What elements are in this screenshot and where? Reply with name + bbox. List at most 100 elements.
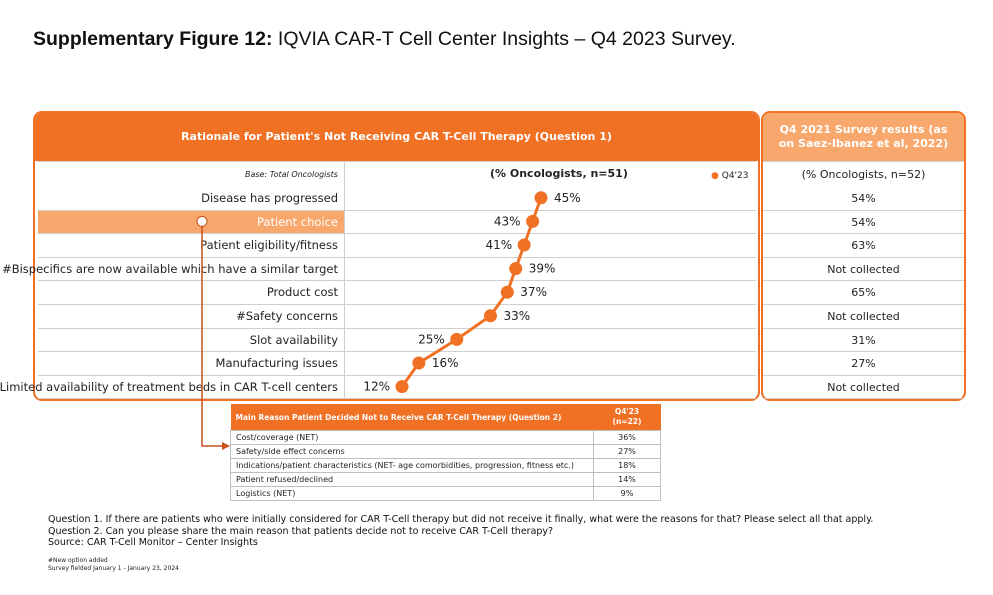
arrowhead-icon xyxy=(222,442,230,450)
data-point xyxy=(526,214,540,228)
row-divider xyxy=(38,374,756,376)
main-panel-header: Rationale for Patient's Not Receiving CA… xyxy=(35,113,758,161)
table-row: Cost/coverage (NET) 36% xyxy=(230,430,661,445)
side-row-divider xyxy=(763,280,964,282)
data-point xyxy=(412,356,426,370)
side-row-divider xyxy=(763,398,964,400)
note-fielded: Survey fielded January 1 - January 23, 2… xyxy=(48,564,179,572)
side-value: Not collected xyxy=(827,380,900,394)
figure-title-bold: Supplementary Figure 12: xyxy=(33,28,273,50)
chart-column-header: (% Oncologists, n=51) xyxy=(490,167,628,180)
category-label: Limited availability of treatment beds i… xyxy=(0,379,338,394)
side-value: 54% xyxy=(851,192,876,205)
data-point xyxy=(509,262,523,276)
data-point xyxy=(517,238,531,252)
row-divider xyxy=(38,233,756,235)
data-label: 12% xyxy=(363,380,390,394)
q2-col-header-1: Q4'23 xyxy=(614,407,640,416)
category-label: Patient choice xyxy=(38,210,344,234)
q2-row-value: 36% xyxy=(593,430,661,445)
base-label: Base: Total Oncologists xyxy=(245,170,338,179)
q2-row-label: Indications/patient characteristics (NET… xyxy=(230,458,594,473)
data-label: 33% xyxy=(503,309,530,323)
figure-title-rest: IQVIA CAR-T Cell Center Insights – Q4 20… xyxy=(272,28,736,50)
side-panel-header: Q4 2021 Survey results (as on Saez-Ibane… xyxy=(763,113,964,161)
q2-row-label: Logistics (NET) xyxy=(230,486,594,501)
q2-row-label: Safety/side effect concerns xyxy=(230,444,594,459)
side-value: 63% xyxy=(851,239,876,253)
side-row-divider xyxy=(763,233,964,235)
row-divider xyxy=(38,209,756,211)
data-label: 25% xyxy=(418,332,445,346)
table-row: Indications/patient characteristics (NET… xyxy=(230,458,661,473)
data-label: 16% xyxy=(432,356,459,370)
data-label: 41% xyxy=(485,238,512,252)
row-divider xyxy=(38,161,756,162)
q2-row-value: 27% xyxy=(593,444,661,459)
side-value: 54% xyxy=(851,215,876,229)
row-divider xyxy=(38,351,756,353)
q2-row-label: Cost/coverage (NET) xyxy=(230,430,594,445)
q2-body: Cost/coverage (NET) 36% Safety/side effect… xyxy=(230,430,661,501)
category-label: Disease has progressed xyxy=(201,191,338,205)
q2-col-header-2: (n=22) xyxy=(612,417,642,426)
side-row-divider xyxy=(763,327,964,329)
note-question-1: Question 1. If there are patients who we… xyxy=(48,514,874,525)
data-label: 37% xyxy=(520,285,547,299)
row-divider xyxy=(38,304,756,305)
category-label: #Safety concerns xyxy=(236,309,338,323)
main-panel: Rationale for Patient's Not Receiving CA… xyxy=(33,111,760,401)
note-new-option: #New option added xyxy=(48,557,108,564)
category-label: Product cost xyxy=(266,285,338,300)
row-divider xyxy=(38,280,756,282)
side-row-divider xyxy=(763,374,964,376)
data-label: 45% xyxy=(554,191,581,205)
q2-row-value: 14% xyxy=(593,472,661,487)
row-divider xyxy=(38,398,756,400)
note-question-2: Question 2. Can you please share the mai… xyxy=(48,525,554,537)
q2-row-label: Patient refused/declined xyxy=(230,472,594,487)
q2-row-value: 9% xyxy=(593,486,661,501)
side-panel: Q4 2021 Survey results (as on Saez-Ibane… xyxy=(761,111,966,401)
chart-legend: ● Q4'23 xyxy=(711,171,748,181)
side-row-divider xyxy=(763,161,964,162)
row-divider xyxy=(38,327,756,329)
side-value: Not collected xyxy=(827,262,900,276)
table-row: Safety/side effect concerns 27% xyxy=(230,444,661,459)
legend-label: Q4'23 xyxy=(721,171,749,181)
q2-table: Main Reason Patient Decided Not to Recei… xyxy=(230,404,661,501)
data-label: 43% xyxy=(494,214,521,228)
data-point xyxy=(500,285,514,299)
side-value: Not collected xyxy=(827,310,900,323)
side-value: 31% xyxy=(851,333,876,347)
side-column-header: (% Oncologists, n=52) xyxy=(801,168,926,181)
callout-arrow-line xyxy=(201,221,224,447)
small-notes: #New option added Survey fielded January… xyxy=(48,557,179,572)
category-label: Slot availability xyxy=(249,332,338,347)
figure-title: Supplementary Figure 12: IQVIA CAR-T Cel… xyxy=(33,28,736,51)
legend-dot-icon: ● xyxy=(711,171,719,181)
category-label: #Bispecifics are now available which hav… xyxy=(2,261,338,276)
note-source: Source: CAR T-Cell Monitor – Center Insi… xyxy=(48,537,258,548)
table-row: Patient refused/declined 14% xyxy=(230,472,661,487)
q2-header-row: Main Reason Patient Decided Not to Recei… xyxy=(230,404,661,431)
q2-header: Main Reason Patient Decided Not to Recei… xyxy=(230,404,594,431)
side-row-divider xyxy=(763,304,964,305)
side-row-divider xyxy=(763,209,964,211)
side-value: 65% xyxy=(851,286,876,300)
side-row-divider xyxy=(763,351,964,353)
label-column-divider xyxy=(344,161,345,399)
category-label: Manufacturing issues xyxy=(215,356,338,371)
data-point xyxy=(534,191,548,205)
side-row-divider xyxy=(763,256,964,258)
data-label: 39% xyxy=(529,262,556,276)
row-divider xyxy=(38,256,756,258)
q2-column-header: Q4'23 (n=22) xyxy=(593,404,661,431)
data-point xyxy=(483,309,497,323)
q2-row-value: 18% xyxy=(593,458,661,473)
category-label: Patient eligibility/fitness xyxy=(200,238,338,253)
notes: Question 1. If there are patients who we… xyxy=(48,514,873,549)
callout-origin-icon xyxy=(196,215,208,227)
table-row: Logistics (NET) 9% xyxy=(230,486,661,501)
